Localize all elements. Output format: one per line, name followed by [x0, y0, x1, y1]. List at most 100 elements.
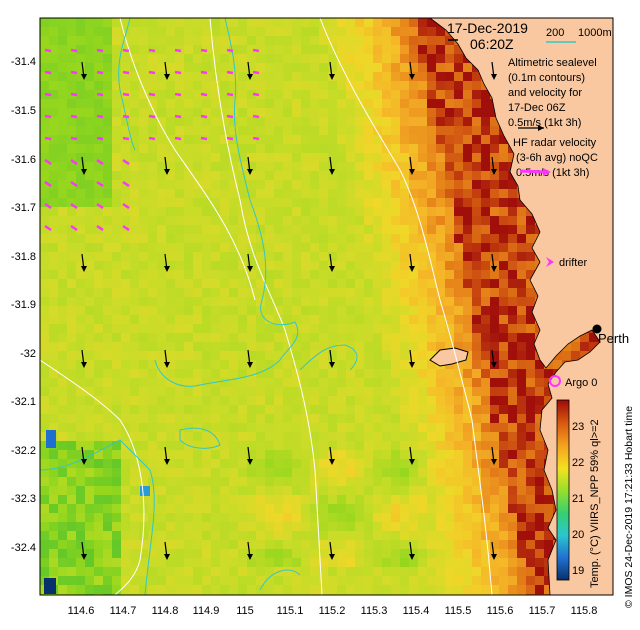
- sst-cell: [355, 387, 364, 396]
- sst-cell: [112, 504, 121, 513]
- sst-cell: [481, 288, 490, 297]
- sst-cell: [229, 72, 238, 81]
- sst-cell: [121, 495, 130, 504]
- sst-cell: [166, 153, 175, 162]
- sst-cell: [76, 576, 85, 585]
- sst-cell: [166, 423, 175, 432]
- sst-cell: [472, 495, 481, 504]
- sst-cell: [166, 468, 175, 477]
- sst-cell: [58, 441, 67, 450]
- sst-cell: [283, 378, 292, 387]
- sst-cell: [85, 585, 94, 594]
- sst-cell: [193, 495, 202, 504]
- sst-cell: [256, 540, 265, 549]
- sst-cell: [40, 243, 49, 252]
- colorbar-tick: 21: [572, 493, 584, 505]
- sst-cell: [247, 108, 256, 117]
- hf-radar-legend: HF radar velocity (3-6h avg) noQC 0.5m/s…: [513, 137, 601, 179]
- sst-cell: [373, 207, 382, 216]
- sst-cell: [346, 72, 355, 81]
- sst-cell: [364, 414, 373, 423]
- sst-cell: [112, 36, 121, 45]
- sst-cell: [184, 558, 193, 567]
- sst-cell: [283, 81, 292, 90]
- sst-cell: [490, 333, 499, 342]
- sst-cell: [445, 117, 454, 126]
- sst-cell: [265, 351, 274, 360]
- sst-cell: [184, 450, 193, 459]
- sst-cell: [526, 270, 535, 279]
- sst-cell: [319, 117, 328, 126]
- sst-cell: [148, 99, 157, 108]
- sst-cell: [247, 198, 256, 207]
- sst-cell: [301, 423, 310, 432]
- sst-cell: [526, 342, 535, 351]
- sst-cell: [517, 531, 526, 540]
- sst-cell: [481, 531, 490, 540]
- sst-cell: [94, 396, 103, 405]
- sst-cell: [103, 387, 112, 396]
- sst-cell: [112, 171, 121, 180]
- sst-cell: [238, 468, 247, 477]
- sst-cell: [148, 18, 157, 27]
- sst-cell: [319, 396, 328, 405]
- sst-cell: [364, 90, 373, 99]
- sst-cell: [373, 306, 382, 315]
- sst-cell: [454, 279, 463, 288]
- sst-cell: [76, 567, 85, 576]
- sst-cell: [454, 126, 463, 135]
- sst-cell: [283, 468, 292, 477]
- sst-cell: [274, 414, 283, 423]
- sst-cell: [418, 468, 427, 477]
- sst-cell: [166, 180, 175, 189]
- sst-cell: [202, 414, 211, 423]
- sst-cell: [220, 234, 229, 243]
- sst-cell: [103, 459, 112, 468]
- sst-cell: [166, 216, 175, 225]
- sst-cell: [436, 171, 445, 180]
- sst-cell: [67, 360, 76, 369]
- sst-cell: [67, 540, 76, 549]
- sst-cell: [139, 306, 148, 315]
- sst-cell: [400, 27, 409, 36]
- sst-cell: [130, 63, 139, 72]
- sst-cell: [328, 522, 337, 531]
- sst-cell: [463, 279, 472, 288]
- sst-cell: [202, 378, 211, 387]
- sst-cell: [346, 81, 355, 90]
- sst-cell: [481, 207, 490, 216]
- sst-cell: [112, 414, 121, 423]
- sst-cell: [481, 252, 490, 261]
- sst-cell: [247, 171, 256, 180]
- altimetry-vector-head: [409, 362, 415, 368]
- sst-cell: [175, 252, 184, 261]
- sst-cell: [202, 360, 211, 369]
- sst-cell: [337, 540, 346, 549]
- sst-cell: [418, 540, 427, 549]
- sst-cell: [256, 153, 265, 162]
- sst-cell: [67, 351, 76, 360]
- sst-cell: [373, 252, 382, 261]
- sst-cell: [238, 117, 247, 126]
- sst-cell: [481, 342, 490, 351]
- sst-cell: [103, 234, 112, 243]
- sst-cell: [391, 90, 400, 99]
- sst-cell: [499, 531, 508, 540]
- sst-cell: [67, 531, 76, 540]
- sst-cell: [508, 153, 517, 162]
- sst-cell: [364, 144, 373, 153]
- sst-cell: [346, 279, 355, 288]
- sst-cell: [490, 531, 499, 540]
- sst-cell: [328, 207, 337, 216]
- sst-cell: [58, 585, 67, 594]
- sst-cell: [229, 369, 238, 378]
- sst-cell: [193, 117, 202, 126]
- sst-cell: [175, 468, 184, 477]
- sst-cell: [283, 261, 292, 270]
- sst-cell: [157, 315, 166, 324]
- sst-cell: [301, 342, 310, 351]
- sst-cell: [328, 567, 337, 576]
- sst-cell: [184, 90, 193, 99]
- sst-cell: [130, 441, 139, 450]
- sst-cell: [229, 207, 238, 216]
